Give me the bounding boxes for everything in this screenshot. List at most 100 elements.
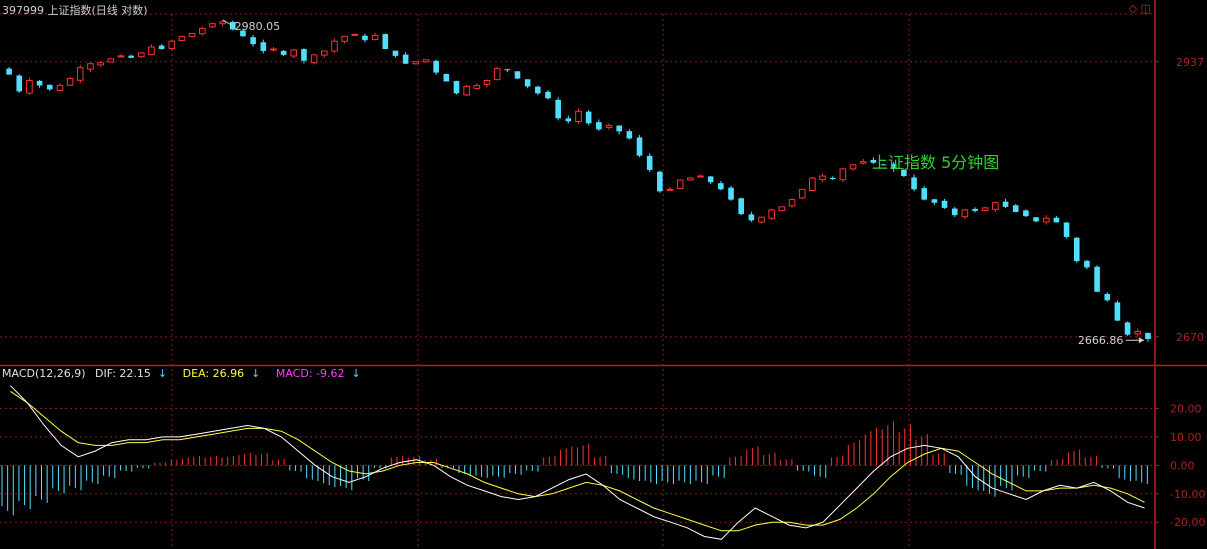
macd-text: MACD: -9.62 [275, 367, 345, 380]
candle [535, 85, 541, 95]
candle [707, 175, 714, 185]
diamond-icon[interactable]: ◇ [1128, 2, 1138, 15]
candle-body-down [260, 42, 267, 51]
candle [351, 33, 359, 36]
candle [493, 66, 501, 81]
candle [849, 164, 857, 171]
macd-value: MACD: -9.62 ↓ [276, 367, 367, 380]
candle-body-down [626, 131, 633, 139]
candle-body-down [392, 50, 399, 56]
candle [839, 168, 847, 182]
candle [666, 187, 674, 191]
candle-body-down [646, 155, 653, 170]
candle-body-up [56, 84, 64, 91]
candle [778, 206, 786, 212]
candle-body-down [1094, 266, 1100, 292]
candle-body-down [158, 45, 165, 50]
candle-body-up [981, 207, 989, 212]
candle-body-down [829, 177, 836, 180]
candle [829, 176, 836, 180]
candle [209, 22, 216, 29]
candle [178, 35, 186, 42]
candlestick-series [6, 20, 1151, 342]
macd-panel [1, 385, 1148, 540]
candle [158, 44, 165, 50]
candle [626, 129, 633, 140]
candle-body-down [443, 74, 450, 82]
candle [250, 34, 256, 47]
candle [26, 77, 33, 95]
candle [1094, 265, 1100, 293]
candle [596, 119, 602, 132]
candle [371, 32, 379, 41]
candle-body-down [362, 35, 368, 41]
candle-body-down [46, 84, 53, 90]
candle-body-up [819, 175, 826, 181]
candle-body-up [66, 78, 74, 86]
candle [443, 73, 450, 82]
candle-body-down [901, 169, 907, 177]
low-label: 2666.86 [1078, 334, 1124, 347]
candle [890, 162, 897, 172]
candle-body-up [839, 168, 847, 181]
candle [301, 48, 307, 64]
candle [46, 84, 53, 91]
candle-body-up [697, 175, 704, 178]
dif-text: DIF: 22.15 [95, 367, 151, 380]
candle [463, 85, 470, 97]
candle [1084, 260, 1090, 270]
candle-body-down [748, 214, 755, 221]
candle [1063, 222, 1070, 239]
candle [1033, 217, 1039, 223]
candle-body-down [514, 71, 521, 79]
candle [545, 90, 551, 100]
down-arrow-icon: ↓ [157, 367, 168, 380]
candle-body-down [402, 54, 409, 64]
candle-body-up [575, 110, 582, 122]
candle-body-down [1002, 201, 1009, 207]
candle [921, 185, 928, 201]
candle [768, 208, 775, 220]
candle-body-down [931, 199, 938, 203]
dea-line [10, 390, 1145, 532]
candle-body-down [1104, 293, 1111, 301]
candle [331, 38, 338, 53]
candle [961, 208, 969, 220]
candle [270, 47, 277, 52]
candle [1134, 328, 1142, 337]
grid-lines [0, 13, 1155, 549]
candle-body-up [107, 58, 115, 63]
window-controls[interactable]: ◇ ◫ [1129, 2, 1151, 15]
candle-body-up [97, 62, 104, 66]
candle-body-down [1012, 205, 1019, 213]
candle [718, 180, 724, 191]
candle-body-down [738, 198, 744, 215]
dif-value: DIF: 22.15 ↓ [95, 367, 173, 380]
candle [972, 207, 978, 213]
candle [605, 123, 613, 130]
candle-body-down [941, 200, 948, 208]
candle [97, 61, 104, 67]
candle [657, 170, 663, 193]
price-tick-label: 2937 [1176, 56, 1204, 69]
candle-body-up [351, 33, 359, 36]
candle-body-up [483, 79, 491, 85]
candle [1124, 321, 1131, 337]
candle-body-up [493, 68, 501, 81]
candle-body-up [768, 209, 775, 219]
candle [87, 62, 94, 72]
candle-body-down [718, 183, 724, 190]
macd-tick-label: 20.00 [1170, 402, 1202, 415]
candle [901, 168, 907, 177]
candle-body-up [463, 85, 470, 96]
candle [687, 177, 694, 181]
candle-body-up [26, 79, 33, 94]
candle [6, 67, 12, 75]
restore-icon[interactable]: ◫ [1140, 2, 1151, 15]
candle-body-up [666, 188, 674, 191]
candle-body-up [87, 63, 94, 70]
candle-body-up [331, 40, 338, 52]
candle-body-up [809, 177, 816, 191]
